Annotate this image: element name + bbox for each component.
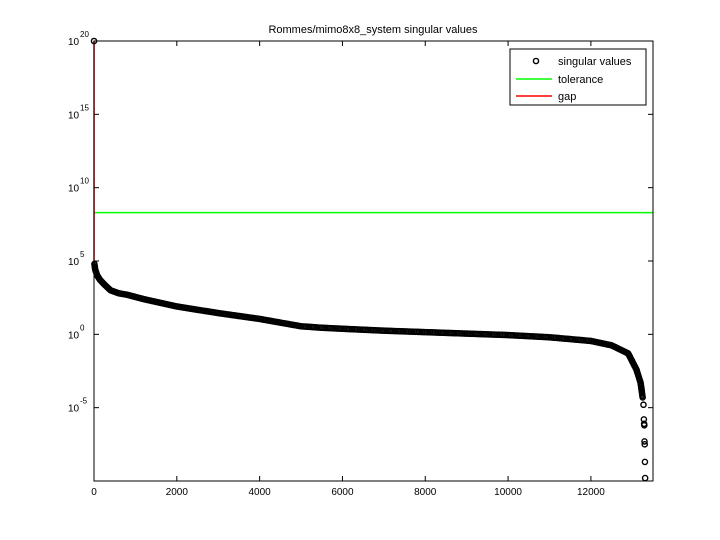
- singular-value-point: [639, 394, 646, 401]
- x-tick-label: 0: [91, 487, 97, 498]
- y-tick-label-base: 10: [68, 37, 80, 48]
- x-tick-label: 4000: [249, 487, 272, 498]
- legend-marker-singular-values: [532, 57, 540, 65]
- plot-area: [94, 41, 653, 481]
- legend-label-gap: gap: [558, 91, 576, 103]
- x-axis-ticks: 0 2000 4000 6000 8000 10000 12000: [91, 41, 605, 498]
- y-tick-label-base: 10: [68, 110, 80, 121]
- y-tick-label-base: 10: [68, 184, 80, 195]
- singular-value-point: [640, 401, 647, 409]
- legend-label-singular-values: singular values: [558, 56, 632, 68]
- y-tick-label-exponent: 15: [80, 103, 89, 112]
- singular-value-point: [641, 441, 649, 448]
- x-tick-label: 8000: [414, 487, 437, 498]
- y-tick-label-exponent: -5: [80, 397, 88, 406]
- y-tick-label-exponent: 5: [80, 250, 85, 259]
- singular-values-series: [90, 37, 649, 482]
- series-layer: [90, 37, 653, 482]
- chart-title: Rommes/mimo8x8_system singular values: [268, 24, 478, 36]
- y-tick-label-exponent: 0: [80, 323, 85, 332]
- x-tick-label: 10000: [494, 487, 522, 498]
- y-tick-label-exponent: 20: [80, 30, 89, 39]
- x-tick-label: 12000: [577, 487, 605, 498]
- singular-value-point: [641, 421, 648, 429]
- legend: singular values tolerance gap: [509, 48, 647, 106]
- y-tick-label-base: 10: [68, 330, 80, 341]
- x-tick-label: 2000: [166, 487, 189, 498]
- singular-value-point: [641, 438, 648, 445]
- y-tick-label-exponent: 10: [80, 177, 89, 186]
- singular-value-point: [641, 458, 649, 466]
- x-tick-label: 6000: [331, 487, 354, 498]
- legend-label-tolerance: tolerance: [558, 74, 603, 86]
- y-tick-label-base: 10: [68, 257, 80, 268]
- y-tick-label-base: 10: [68, 404, 80, 415]
